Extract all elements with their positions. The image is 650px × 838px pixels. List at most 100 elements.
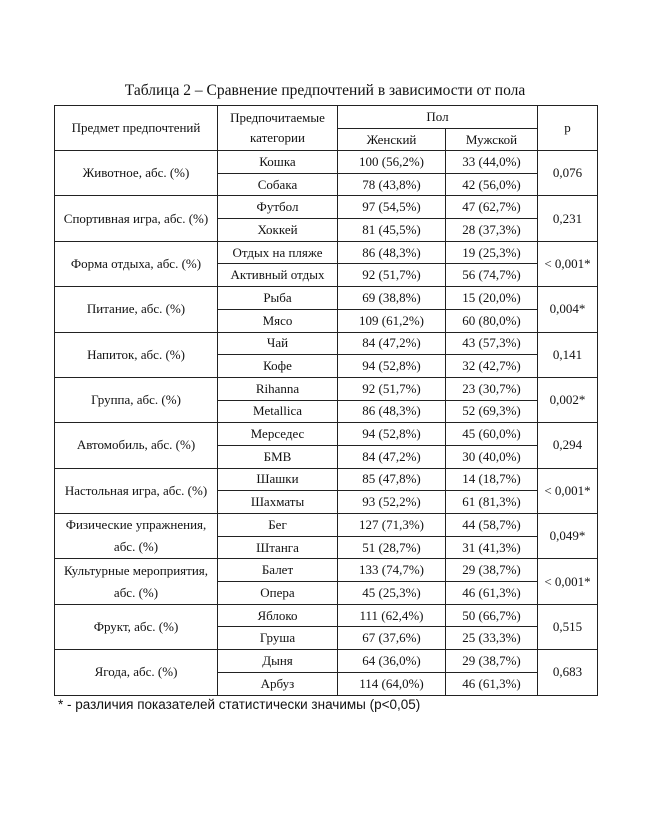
subject-cell: Физические упражнения, абс. (%) bbox=[54, 512, 218, 560]
p-value-cell: < 0,001* bbox=[537, 558, 598, 605]
female-cell: 127 (71,3%) bbox=[337, 513, 446, 537]
female-cell: 64 (36,0%) bbox=[337, 649, 446, 673]
table-row: Груша 67 (37,6%) 25 (33,3%) bbox=[55, 626, 598, 651]
category-cell: Бег bbox=[217, 513, 338, 537]
header-male: Мужской bbox=[445, 128, 538, 151]
female-cell: 111 (62,4%) bbox=[337, 603, 446, 628]
category-cell: Мерседес bbox=[217, 422, 338, 446]
p-value-cell: 0,076 bbox=[537, 149, 598, 197]
header-row: Предмет предпочтений Предпочитаемые кате… bbox=[54, 105, 598, 151]
table-row: Спортивная игра, абс. (%) Футбол 97 (54,5%… bbox=[54, 195, 598, 242]
subject-cell: Автомобиль, абс. (%) bbox=[54, 422, 218, 469]
male-cell: 31 (41,3%) bbox=[445, 535, 538, 560]
header-sex: Пол bbox=[337, 105, 538, 129]
category-cell: Балет bbox=[217, 558, 338, 583]
male-cell: 14 (18,7%) bbox=[445, 467, 538, 492]
subject-cell: Питание, абс. (%) bbox=[54, 286, 218, 333]
female-cell: 92 (51,7%) bbox=[337, 263, 446, 288]
p-value-cell: 0,231 bbox=[537, 195, 598, 242]
header-subject: Предмет предпочтений bbox=[54, 105, 218, 151]
p-value-cell: 0,683 bbox=[537, 649, 598, 696]
category-cell: Чай bbox=[217, 331, 338, 356]
p-value-cell: < 0,001* bbox=[537, 467, 598, 515]
male-cell: 32 (42,7%) bbox=[445, 354, 538, 378]
p-value-cell: 0,515 bbox=[537, 603, 598, 651]
female-cell: 69 (38,8%) bbox=[337, 286, 446, 310]
male-cell: 28 (37,3%) bbox=[445, 218, 538, 242]
female-cell: 51 (28,7%) bbox=[337, 535, 446, 560]
table-row: Metallica 86 (48,3%) 52 (69,3%) bbox=[55, 399, 598, 424]
subject-cell: Настольная игра, абс. (%) bbox=[54, 467, 218, 515]
male-cell: 15 (20,0%) bbox=[445, 286, 538, 310]
female-cell: 114 (64,0%) bbox=[337, 671, 446, 696]
p-value-cell: 0,294 bbox=[537, 422, 598, 469]
category-cell: Опера bbox=[217, 581, 338, 605]
table-title: Таблица 2 – Сравнение предпочтений в зав… bbox=[124, 82, 526, 99]
table-row: Активный отдых 92 (51,7%) 56 (74,7%) bbox=[55, 263, 598, 288]
male-cell: 29 (38,7%) bbox=[445, 558, 538, 583]
table-row: Форма отдыха, абс. (%) Отдых на пляже 86 (… bbox=[54, 240, 598, 288]
header-p: p bbox=[537, 105, 598, 151]
male-cell: 61 (81,3%) bbox=[445, 490, 538, 514]
category-cell: Собака bbox=[217, 172, 338, 197]
category-cell: Активный отдых bbox=[217, 263, 338, 288]
subject-cell: Фрукт, абс. (%) bbox=[54, 603, 218, 651]
p-value-cell: 0,049* bbox=[537, 512, 598, 560]
p-value-cell: 0,002* bbox=[537, 376, 598, 424]
female-cell: 81 (45,5%) bbox=[337, 218, 446, 242]
category-cell: Футбол bbox=[217, 195, 338, 220]
header-female: Женский bbox=[337, 128, 446, 151]
female-cell: 78 (43,8%) bbox=[337, 172, 446, 197]
table-row: Животное, абс. (%) Кошка 100 (56,2%) 33 (44… bbox=[54, 149, 598, 197]
category-cell: Дыня bbox=[217, 649, 338, 673]
subject-cell: Ягода, абс. (%) bbox=[54, 649, 218, 696]
subject-cell: Спортивная игра, абс. (%) bbox=[54, 195, 218, 242]
category-cell: Груша bbox=[217, 626, 338, 651]
table-row: Фрукт, абс. (%) Яблоко 111 (62,4%) 50 (66,7… bbox=[54, 603, 598, 651]
subject-cell: Животное, абс. (%) bbox=[54, 149, 218, 197]
category-cell: Хоккей bbox=[217, 218, 338, 242]
subject-cell: Группа, абс. (%) bbox=[54, 376, 218, 424]
female-cell: 94 (52,8%) bbox=[337, 354, 446, 378]
male-cell: 46 (61,3%) bbox=[445, 671, 538, 696]
table-row: Физические упражнения, абс. (%) Бег 127 (7… bbox=[54, 512, 598, 560]
female-cell: 84 (47,2%) bbox=[337, 444, 446, 469]
p-value-cell: 0,141 bbox=[537, 331, 598, 378]
table-row: Напиток, абс. (%) Чай 84 (47,2%) 43 (57,3%)… bbox=[54, 331, 598, 378]
subject-cell: Культурные мероприятия, абс. (%) bbox=[54, 558, 218, 605]
table-row: Настольная игра, абс. (%) Шашки 85 (47,8%)… bbox=[54, 467, 598, 515]
male-cell: 50 (66,7%) bbox=[445, 603, 538, 628]
table-row: Арбуз 114 (64,0%) 46 (61,3%) bbox=[55, 671, 598, 696]
subject-cell: Напиток, абс. (%) bbox=[54, 331, 218, 378]
female-cell: 86 (48,3%) bbox=[337, 399, 446, 424]
table-row: Шахматы 93 (52,2%) 61 (81,3%) bbox=[55, 490, 598, 514]
table-row: Ягода, абс. (%) Дыня 64 (36,0%) 29 (38,7%) 0… bbox=[54, 649, 598, 696]
category-cell: Шахматы bbox=[217, 490, 338, 514]
category-cell: Кошка bbox=[217, 150, 338, 174]
female-cell: 94 (52,8%) bbox=[337, 422, 446, 446]
female-cell: 84 (47,2%) bbox=[337, 331, 446, 356]
male-cell: 60 (80,0%) bbox=[445, 308, 538, 333]
table-row: Автомобиль, абс. (%) Мерседес 94 (52,8%) 45… bbox=[54, 422, 598, 469]
category-cell: Шашки bbox=[217, 467, 338, 492]
female-cell: 100 (56,2%) bbox=[337, 150, 446, 174]
table-row: Культурные мероприятия, абс. (%) Балет 133… bbox=[54, 558, 598, 605]
female-cell: 67 (37,6%) bbox=[337, 626, 446, 651]
category-cell: БМВ bbox=[217, 444, 338, 469]
header-category: Предпочитаемые категории bbox=[217, 105, 338, 151]
table-row: Мясо 109 (61,2%) 60 (80,0%) bbox=[55, 308, 598, 333]
category-cell: Кофе bbox=[217, 354, 338, 378]
male-cell: 44 (58,7%) bbox=[445, 513, 538, 537]
male-cell: 52 (69,3%) bbox=[445, 399, 538, 424]
category-cell: Штанга bbox=[217, 535, 338, 560]
female-cell: 45 (25,3%) bbox=[337, 581, 446, 605]
preferences-table: Предмет предпочтений Предпочитаемые кате… bbox=[54, 105, 598, 696]
table-row: Собака 78 (43,8%) 42 (56,0%) bbox=[55, 172, 598, 197]
female-cell: 109 (61,2%) bbox=[337, 308, 446, 333]
footnote: * - различия показателей статистически з… bbox=[58, 697, 421, 712]
subject-cell: Форма отдыха, абс. (%) bbox=[54, 240, 218, 288]
category-cell: Rihanna bbox=[217, 376, 338, 401]
table-row: Питание, абс. (%) Рыба 69 (38,8%) 15 (20,0%… bbox=[54, 286, 598, 333]
male-cell: 23 (30,7%) bbox=[445, 376, 538, 401]
male-cell: 33 (44,0%) bbox=[445, 150, 538, 174]
